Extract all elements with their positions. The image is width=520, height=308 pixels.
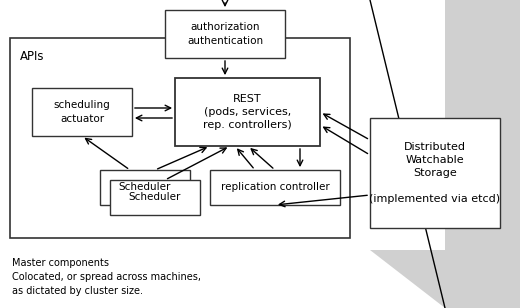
Bar [10, 38, 350, 238]
Text: REST
(pods, services,
rep. controllers): REST (pods, services, rep. controllers) [203, 94, 292, 130]
Bar [32, 88, 132, 136]
Text: Scheduler: Scheduler [129, 192, 181, 202]
Bar [165, 10, 285, 58]
Text: replication controller: replication controller [220, 183, 329, 192]
Bar [100, 170, 190, 205]
Text: APIs: APIs [20, 50, 45, 63]
Polygon shape [370, 0, 445, 90]
Bar [110, 180, 200, 215]
Text: scheduling
actuator: scheduling actuator [54, 100, 110, 124]
Polygon shape [370, 250, 445, 308]
Bar [175, 78, 320, 146]
Text: Master components
Colocated, or spread across machines,
as dictated by cluster s: Master components Colocated, or spread a… [12, 258, 201, 296]
Text: Scheduler: Scheduler [119, 183, 171, 192]
Text: Distributed
Watchable
Storage

(implemented via etcd): Distributed Watchable Storage (implement… [369, 142, 501, 205]
Bar [370, 118, 500, 228]
Bar [210, 170, 340, 205]
Text: authorization
authentication: authorization authentication [187, 22, 263, 46]
Bar [445, 0, 520, 308]
